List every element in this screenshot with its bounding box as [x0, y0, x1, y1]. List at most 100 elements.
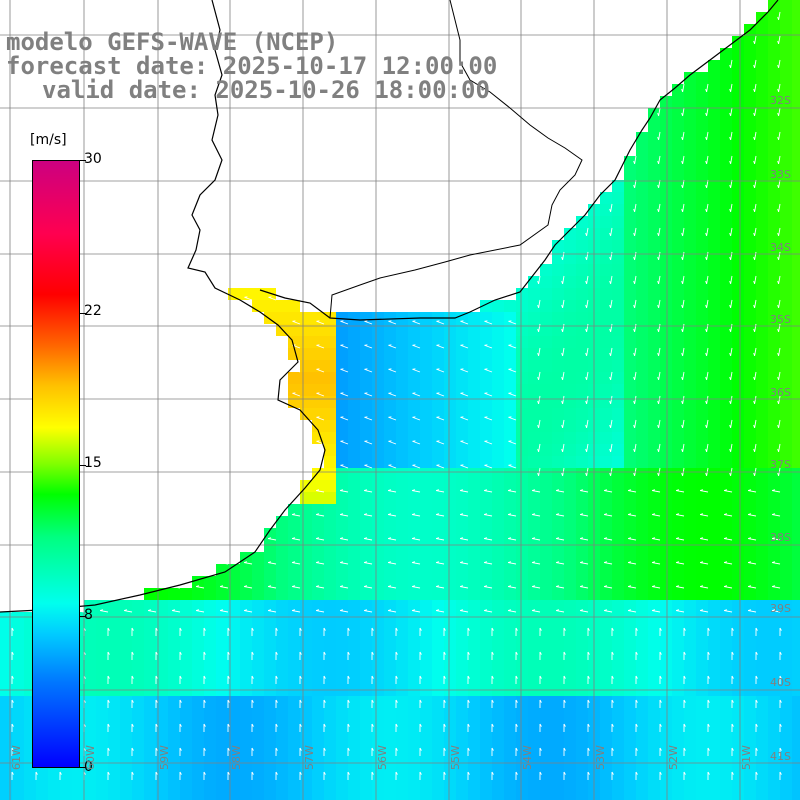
- wind-arrow: [316, 368, 325, 373]
- wind-speed-cell: [600, 792, 612, 800]
- wind-speed-cell: [672, 204, 684, 216]
- wind-speed-cell: [708, 264, 720, 276]
- wind-arrow: [292, 514, 301, 517]
- wind-speed-cell: [432, 624, 444, 636]
- wind-speed-cell: [444, 456, 456, 468]
- wind-speed-cell: [768, 564, 780, 576]
- wind-speed-cell: [576, 792, 588, 800]
- wind-speed-cell: [576, 360, 588, 372]
- wind-arrow-head: [681, 208, 684, 213]
- wind-arrow: [610, 371, 613, 380]
- wind-speed-cell: [696, 228, 708, 240]
- wind-speed-cell: [408, 756, 420, 768]
- wind-speed-cell: [672, 720, 684, 732]
- wind-speed-cell: [552, 792, 564, 800]
- wind-arrow-head: [651, 585, 656, 588]
- wind-speed-cell: [480, 588, 492, 600]
- wind-speed-cell: [732, 132, 744, 144]
- wind-arrow-head: [777, 280, 780, 285]
- wind-speed-cell: [732, 360, 744, 372]
- wind-speed-cell: [576, 588, 588, 600]
- wind-arrow: [730, 419, 733, 428]
- wind-speed-cell: [744, 528, 756, 540]
- wind-arrow: [538, 275, 541, 284]
- wind-speed-cell: [600, 516, 612, 528]
- wind-speed-cell: [780, 480, 792, 492]
- wind-speed-cell: [600, 240, 612, 252]
- wind-speed-cell: [516, 552, 528, 564]
- wind-speed-cell: [768, 312, 780, 324]
- wind-speed-cell: [492, 768, 504, 780]
- wind-speed-cell: [624, 432, 636, 444]
- wind-speed-cell: [336, 552, 348, 564]
- wind-speed-cell: [312, 504, 324, 516]
- wind-speed-cell: [384, 456, 396, 468]
- wind-speed-cell: [744, 180, 756, 192]
- wind-speed-cell: [336, 396, 348, 408]
- wind-speed-cell: [756, 348, 768, 360]
- wind-arrow: [730, 155, 733, 164]
- wind-speed-cell: [720, 276, 732, 288]
- wind-speed-cell: [756, 720, 768, 732]
- wind-speed-cell: [624, 420, 636, 432]
- wind-speed-cell: [552, 516, 564, 528]
- wind-speed-cell: [660, 672, 672, 684]
- wind-speed-cell: [660, 576, 672, 588]
- wind-speed-cell: [732, 384, 744, 396]
- wind-arrow: [460, 368, 469, 373]
- wind-speed-cell: [648, 576, 660, 588]
- wind-speed-cell: [192, 756, 204, 768]
- wind-speed-cell: [360, 672, 372, 684]
- wind-arrow-head: [705, 136, 708, 141]
- wind-speed-cell: [564, 648, 576, 660]
- wind-speed-cell: [780, 36, 792, 48]
- wind-speed-cell: [528, 360, 540, 372]
- wind-speed-cell: [252, 612, 264, 624]
- wind-speed-cell: [636, 408, 648, 420]
- wind-speed-cell: [312, 468, 324, 480]
- wind-speed-cell: [480, 312, 492, 324]
- wind-speed-cell: [528, 780, 540, 792]
- wind-speed-cell: [564, 636, 576, 648]
- wind-speed-cell: [636, 636, 648, 648]
- wind-speed-cell: [648, 672, 660, 684]
- wind-speed-cell: [756, 636, 768, 648]
- wind-arrow: [292, 368, 301, 373]
- wind-speed-cell: [648, 648, 660, 660]
- wind-speed-cell: [636, 564, 648, 576]
- wind-speed-cell: [432, 396, 444, 408]
- wind-speed-cell: [648, 288, 660, 300]
- wind-speed-cell: [756, 432, 768, 444]
- wind-speed-cell: [600, 756, 612, 768]
- wind-speed-cell: [732, 396, 744, 408]
- wind-speed-cell: [372, 312, 384, 324]
- wind-arrow: [586, 251, 589, 260]
- wind-speed-cell: [288, 780, 300, 792]
- wind-speed-cell: [504, 780, 516, 792]
- wind-speed-cell: [480, 444, 492, 456]
- wind-speed-cell: [360, 312, 372, 324]
- wind-speed-cell: [744, 504, 756, 516]
- wind-speed-cell: [768, 60, 780, 72]
- wind-speed-cell: [792, 228, 800, 240]
- wind-arrow-head: [411, 489, 416, 492]
- wind-speed-cell: [504, 744, 516, 756]
- wind-arrow-head: [387, 609, 392, 612]
- wind-speed-cell: [444, 720, 456, 732]
- wind-speed-cell: [732, 708, 744, 720]
- wind-speed-cell: [240, 576, 252, 588]
- wind-speed-cell: [252, 720, 264, 732]
- wind-speed-cell: [720, 264, 732, 276]
- wind-arrow-head: [627, 585, 632, 588]
- wind-speed-cell: [408, 720, 420, 732]
- wind-speed-cell: [720, 636, 732, 648]
- wind-speed-cell: [612, 348, 624, 360]
- wind-speed-cell: [444, 444, 456, 456]
- wind-arrow-head: [659, 747, 662, 751]
- wind-speed-cell: [348, 396, 360, 408]
- wind-speed-cell: [648, 216, 660, 228]
- wind-arrow-head: [633, 448, 636, 453]
- wind-arrow-head: [729, 64, 732, 69]
- wind-speed-cell: [576, 564, 588, 576]
- wind-speed-cell: [612, 660, 624, 672]
